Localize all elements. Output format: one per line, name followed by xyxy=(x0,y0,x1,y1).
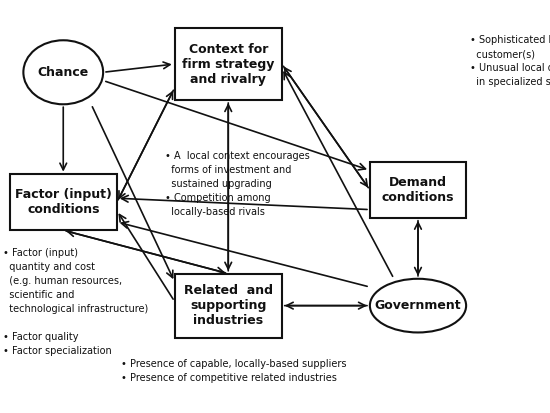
Text: Context for
firm strategy
and rivalry: Context for firm strategy and rivalry xyxy=(182,43,274,85)
Text: Factor (input)
conditions: Factor (input) conditions xyxy=(15,188,112,216)
Ellipse shape xyxy=(370,279,466,332)
Ellipse shape xyxy=(23,40,103,104)
FancyBboxPatch shape xyxy=(370,162,466,218)
Text: • A  local context encourages
  forms of investment and
  sustained upgrading
• : • A local context encourages forms of in… xyxy=(165,151,310,217)
Text: Demand
conditions: Demand conditions xyxy=(382,176,454,204)
FancyBboxPatch shape xyxy=(175,274,282,338)
Text: Related  and
supporting
industries: Related and supporting industries xyxy=(184,284,273,327)
FancyBboxPatch shape xyxy=(10,174,117,230)
Text: • Sophisticated local
  customer(s)
• Unusual local demand
  in specialized segm: • Sophisticated local customer(s) • Unus… xyxy=(470,35,550,87)
Text: • Factor (input)
  quantity and cost
  (e.g. human resources,
  scientific and
 : • Factor (input) quantity and cost (e.g.… xyxy=(3,248,148,356)
Text: Chance: Chance xyxy=(37,66,89,79)
Text: Government: Government xyxy=(375,299,461,312)
FancyBboxPatch shape xyxy=(175,28,282,100)
Text: • Presence of capable, locally-based suppliers
• Presence of competitive related: • Presence of capable, locally-based sup… xyxy=(121,359,346,383)
